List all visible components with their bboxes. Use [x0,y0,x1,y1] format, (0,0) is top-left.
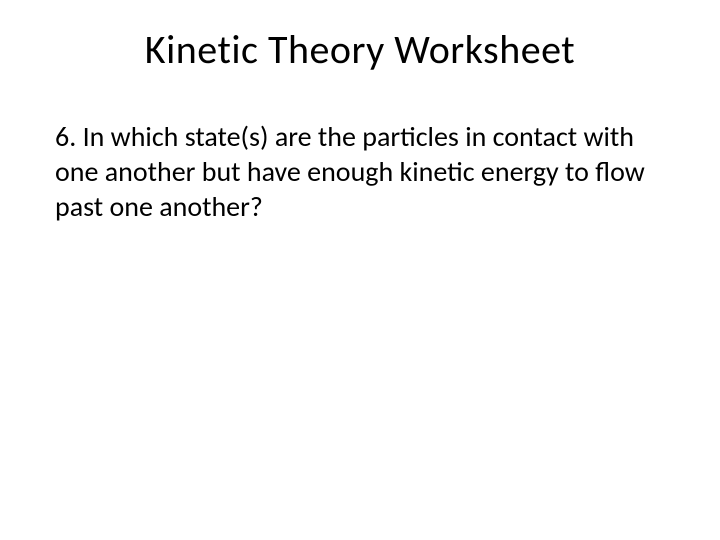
question-text: 6. In which state(s) are the particles i… [55,119,665,224]
page-title: Kinetic Theory Worksheet [55,25,665,74]
slide-container: Kinetic Theory Worksheet 6. In which sta… [0,0,720,540]
